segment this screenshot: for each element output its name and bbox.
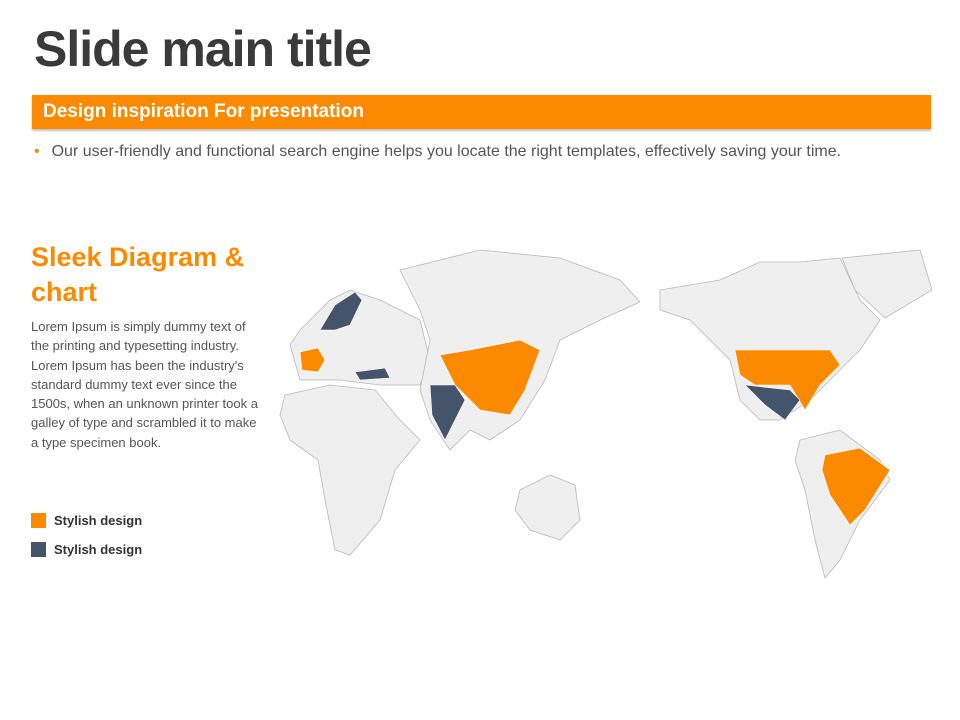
brazil[interactable] xyxy=(821,447,891,526)
europe xyxy=(289,289,431,386)
legend-swatch-orange xyxy=(31,513,46,528)
bullet-icon: • xyxy=(34,143,40,160)
legend-item: Stylish design xyxy=(31,542,142,557)
greenland xyxy=(841,249,933,319)
turkey[interactable] xyxy=(354,367,391,381)
highlighted-countries xyxy=(299,291,891,526)
section-body: Lorem Ipsum is simply dummy text of the … xyxy=(31,319,258,450)
africa xyxy=(279,384,421,556)
france[interactable] xyxy=(299,347,326,373)
usa[interactable] xyxy=(734,349,841,411)
continents xyxy=(279,249,933,579)
china[interactable] xyxy=(439,339,541,416)
banner-text: Design inspiration For presentation xyxy=(43,101,364,122)
scandinavia[interactable] xyxy=(319,291,363,331)
subtitle-banner: Design inspiration For presentation xyxy=(32,95,931,129)
legend-item: Stylish design xyxy=(31,513,142,528)
bullet-point: • Our user-friendly and functional search… xyxy=(34,143,841,161)
india[interactable] xyxy=(429,384,466,441)
slide-title: Slide main title xyxy=(34,21,372,77)
legend-label: Stylish design xyxy=(54,542,143,557)
legend-swatch-dark xyxy=(31,542,46,557)
legend-label: Stylish design xyxy=(54,513,143,528)
section-heading: Sleek Diagram & chart xyxy=(31,242,245,307)
bullet-text: Our user-friendly and functional search … xyxy=(51,143,842,160)
australia xyxy=(514,474,581,541)
mexico[interactable] xyxy=(744,384,801,421)
